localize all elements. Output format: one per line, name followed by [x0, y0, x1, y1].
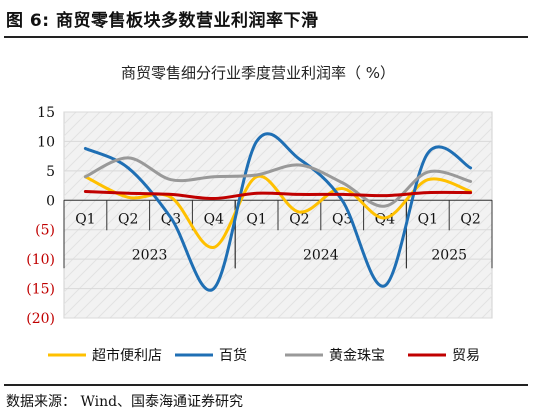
grid-hatch-line — [277, 112, 485, 318]
legend: 超市便利店 百货 黄金珠宝 贸易 — [48, 347, 480, 364]
grid-hatch-line — [64, 112, 149, 197]
x-tick-label: Q2 — [118, 211, 138, 227]
grid-hatch-line — [64, 112, 233, 281]
grid-hatch-line — [64, 112, 173, 221]
title-rule — [4, 36, 528, 38]
grid-hatch-line — [64, 112, 221, 269]
grid-hatch-line — [253, 112, 461, 318]
series-line-2 — [83, 132, 473, 292]
source-rule — [4, 384, 528, 386]
x-tick-label: Q2 — [289, 211, 309, 227]
grid-hatch-line — [229, 112, 437, 318]
x-tick-label: Q1 — [75, 211, 95, 227]
grid-hatch-line — [64, 112, 257, 305]
legend-label: 百货 — [219, 347, 247, 364]
y-tick-label: 5 — [46, 164, 55, 180]
y-tick-label: (15) — [26, 282, 55, 298]
chart: 商贸零售细分行业季度营业利润率（ %） 15 10 5 0 (5) (10) (15) (20… — [26, 64, 493, 364]
grid-hatch-line — [157, 112, 365, 318]
grid-hatch-line — [64, 112, 137, 185]
y-tick-label: 15 — [37, 105, 55, 121]
grid-hatch-line — [64, 112, 101, 149]
grid-hatch-line — [64, 112, 161, 209]
grid-hatch-line — [337, 163, 492, 318]
grid-hatch-line — [421, 247, 492, 318]
grid-hatch-line — [433, 259, 492, 318]
grid-hatch-line — [193, 112, 401, 318]
grid-hatch-line — [64, 112, 197, 245]
figure-title: 图 6: 商贸零售板块多数营业利润率下滑 — [6, 11, 319, 31]
grid-hatch-line — [241, 112, 449, 318]
legend-label: 超市便利店 — [92, 347, 162, 364]
grid-hatch-line — [325, 151, 492, 318]
grid-hatch-line — [445, 271, 492, 318]
series-line-4 — [83, 189, 473, 201]
grid-hatch-line — [64, 112, 209, 257]
grid-hatch-line — [397, 223, 492, 318]
legend-label: 贸易 — [452, 348, 480, 364]
grid-hatch-line — [121, 112, 329, 318]
grid-hatch-line — [64, 112, 113, 161]
grid-hatch-line — [409, 235, 492, 318]
x-tick-label: Q3 — [332, 211, 352, 227]
y-tick-label: 0 — [46, 193, 55, 209]
grid-hatch-line — [109, 112, 317, 318]
grid-hatch-line — [205, 112, 413, 318]
year-group-label: 2025 — [431, 247, 467, 263]
year-group-label: 2023 — [132, 247, 168, 263]
grid-hatch-line — [73, 112, 281, 318]
y-tick-label: (10) — [26, 252, 55, 268]
y-tick-label: (5) — [35, 223, 55, 239]
grid-hatch-line — [385, 211, 492, 318]
grid-hatch-line — [64, 112, 125, 173]
grid-hatch-line — [64, 112, 269, 317]
source-note: 数据来源： Wind、国泰海通证券研究 — [6, 394, 244, 410]
grid-hatch-line — [301, 127, 492, 318]
grid-hatch-line — [145, 112, 353, 318]
legend-label: 黄金珠宝 — [329, 347, 385, 364]
x-tick-label: Q4 — [204, 211, 224, 227]
grid-hatch-line — [349, 175, 492, 318]
grid-hatch-line — [97, 112, 305, 318]
grid-hatch-line — [64, 112, 185, 233]
grid-hatch-line — [64, 112, 245, 293]
grid-hatch — [64, 112, 492, 318]
x-tick-label: Q2 — [460, 211, 480, 227]
series-line-3 — [83, 156, 473, 208]
grid-hatch-line — [169, 112, 377, 318]
grid-hatch-line — [313, 139, 492, 318]
chart-title: 商贸零售细分行业季度营业利润率（ %） — [121, 64, 395, 82]
grid-hatch-line — [85, 112, 293, 318]
x-tick-label: Q1 — [246, 211, 266, 227]
y-tick-label: 10 — [37, 134, 55, 150]
grid-hatch-line — [361, 187, 492, 318]
y-tick-label: (20) — [26, 311, 55, 327]
grid-hatch-line — [373, 199, 492, 318]
x-tick-label: Q1 — [418, 211, 438, 227]
year-group-label: 2024 — [303, 247, 339, 263]
